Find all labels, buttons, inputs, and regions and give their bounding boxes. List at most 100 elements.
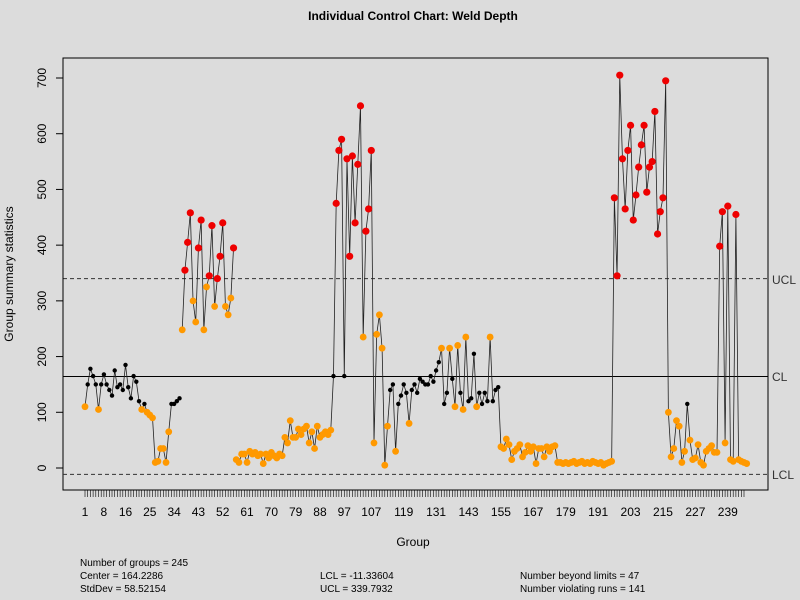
data-point-violating-run: [392, 447, 399, 455]
data-point-violating-run: [721, 439, 729, 447]
data-point-beyond-limits: [364, 205, 373, 213]
data-point: [431, 379, 436, 384]
data-point: [142, 401, 147, 407]
data-point: [442, 401, 447, 407]
data-point-beyond-limits: [356, 102, 365, 110]
data-point-violating-run: [529, 443, 537, 451]
data-point: [412, 382, 417, 387]
data-point-beyond-limits: [648, 157, 656, 166]
data-point-beyond-limits: [205, 272, 213, 280]
data-point-violating-run: [211, 303, 219, 310]
x-tick-label: 131: [426, 505, 446, 519]
data-point-violating-run: [713, 449, 721, 456]
data-point-violating-run: [359, 333, 367, 341]
data-point-violating-run: [691, 454, 699, 462]
data-point-beyond-limits: [616, 71, 624, 79]
data-point: [99, 382, 104, 387]
x-tick-label: 79: [289, 505, 303, 519]
data-point: [471, 351, 477, 356]
data-point-violating-run: [305, 439, 313, 447]
x-tick-label: 179: [556, 505, 576, 519]
data-point-violating-run: [538, 445, 545, 452]
stats-column-2: LCL = -11.33604 UCL = 339.7932: [320, 570, 394, 596]
data-point-beyond-limits: [337, 135, 346, 143]
data-point: [88, 366, 93, 372]
data-point-beyond-limits: [629, 216, 637, 224]
x-tick-label: 97: [338, 505, 352, 519]
data-point-violating-run: [462, 333, 470, 341]
data-point: [425, 382, 431, 387]
data-point-beyond-limits: [351, 219, 359, 227]
data-point-violating-run: [505, 441, 513, 448]
data-point-beyond-limits: [643, 188, 651, 196]
data-point-violating-run: [532, 460, 540, 467]
data-point-violating-run: [405, 420, 413, 427]
data-point-violating-run: [667, 453, 675, 461]
stat-lcl: LCL = -11.33604: [320, 571, 394, 582]
data-point-violating-run: [454, 342, 462, 349]
data-point-beyond-limits: [732, 210, 740, 219]
data-point: [128, 396, 134, 401]
data-point-violating-run: [284, 439, 291, 447]
x-tick-label: 191: [588, 505, 608, 519]
data-point-violating-run: [375, 311, 383, 319]
data-point: [482, 390, 487, 395]
lcl-label: LCL: [772, 468, 794, 482]
data-point-violating-run: [370, 439, 378, 447]
data-point-violating-run: [240, 450, 248, 458]
data-point-beyond-limits: [637, 141, 645, 149]
x-tick-label: 8: [101, 505, 108, 519]
data-point-violating-run: [694, 441, 702, 448]
data-point-beyond-limits: [346, 252, 354, 260]
stat-center: Center = 164.2286: [80, 571, 164, 582]
data-point-violating-run: [162, 459, 170, 466]
y-tick-label: 400: [35, 235, 49, 255]
data-point: [485, 398, 490, 404]
data-point: [90, 373, 96, 379]
data-point: [685, 401, 690, 407]
data-point: [436, 359, 442, 365]
data-point-beyond-limits: [332, 199, 340, 207]
data-point: [469, 396, 474, 401]
data-point-beyond-limits: [343, 155, 351, 163]
data-point: [134, 379, 139, 384]
data-point-violating-run: [459, 406, 467, 413]
data-point: [123, 362, 128, 368]
data-point-beyond-limits: [194, 244, 203, 252]
data-point: [390, 382, 396, 387]
data-point-beyond-limits: [724, 202, 732, 210]
x-tick-label: 167: [523, 505, 543, 519]
y-tick-label: 700: [35, 68, 49, 88]
data-point-violating-run: [473, 403, 481, 411]
data-point-violating-run: [222, 303, 229, 310]
series-line-segment: [181, 212, 234, 330]
x-tick-label: 61: [240, 505, 254, 519]
data-point-violating-run: [203, 283, 210, 291]
stats-column-3: Number beyond limits = 47 Number violati…: [520, 570, 645, 596]
x-axis-label: Group: [396, 535, 430, 549]
data-point: [496, 385, 501, 390]
data-point-violating-run: [281, 433, 289, 441]
plot-area: [62, 57, 769, 491]
data-point-beyond-limits: [718, 208, 726, 216]
cl-label: CL: [772, 370, 788, 384]
data-point-violating-run: [729, 457, 737, 465]
data-point-beyond-limits: [367, 146, 375, 155]
data-point: [396, 401, 401, 407]
data-point: [107, 387, 112, 393]
data-point-beyond-limits: [216, 252, 224, 260]
data-point-violating-run: [381, 461, 389, 469]
data-point: [93, 382, 99, 387]
data-point-violating-run: [257, 450, 264, 458]
data-point: [177, 396, 182, 401]
data-point-beyond-limits: [208, 222, 216, 230]
data-point-violating-run: [743, 460, 751, 467]
y-tick-label: 500: [35, 179, 49, 199]
data-point: [174, 398, 180, 404]
data-point-beyond-limits: [659, 194, 667, 202]
data-point-violating-run: [675, 422, 683, 430]
data-point: [444, 390, 450, 395]
data-point-beyond-limits: [229, 244, 238, 252]
stats-column-1: Number of groups = 245 Center = 164.2286…: [80, 557, 188, 596]
